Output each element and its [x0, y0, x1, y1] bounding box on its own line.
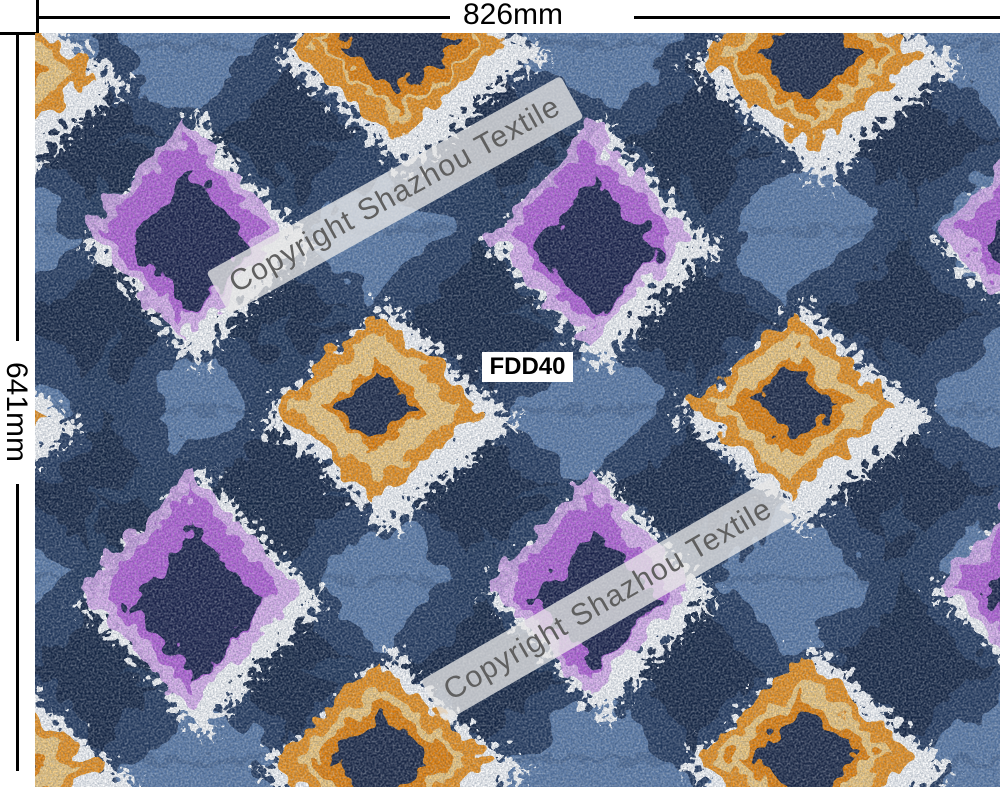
width-dimension-line-right [634, 16, 1000, 19]
height-dimension-label: 641mm [0, 361, 33, 463]
height-dimension-line-top [16, 32, 19, 341]
width-dimension-label: 826mm [462, 0, 564, 31]
width-dimension-line-left [36, 16, 450, 19]
design-code-label: FDD40 [482, 352, 573, 382]
height-dimension-line-bottom [16, 484, 19, 771]
fabric-pattern-svg [35, 33, 1000, 787]
fabric-swatch: Copyright Shazhou Textile Copyright Shaz… [35, 33, 1000, 787]
